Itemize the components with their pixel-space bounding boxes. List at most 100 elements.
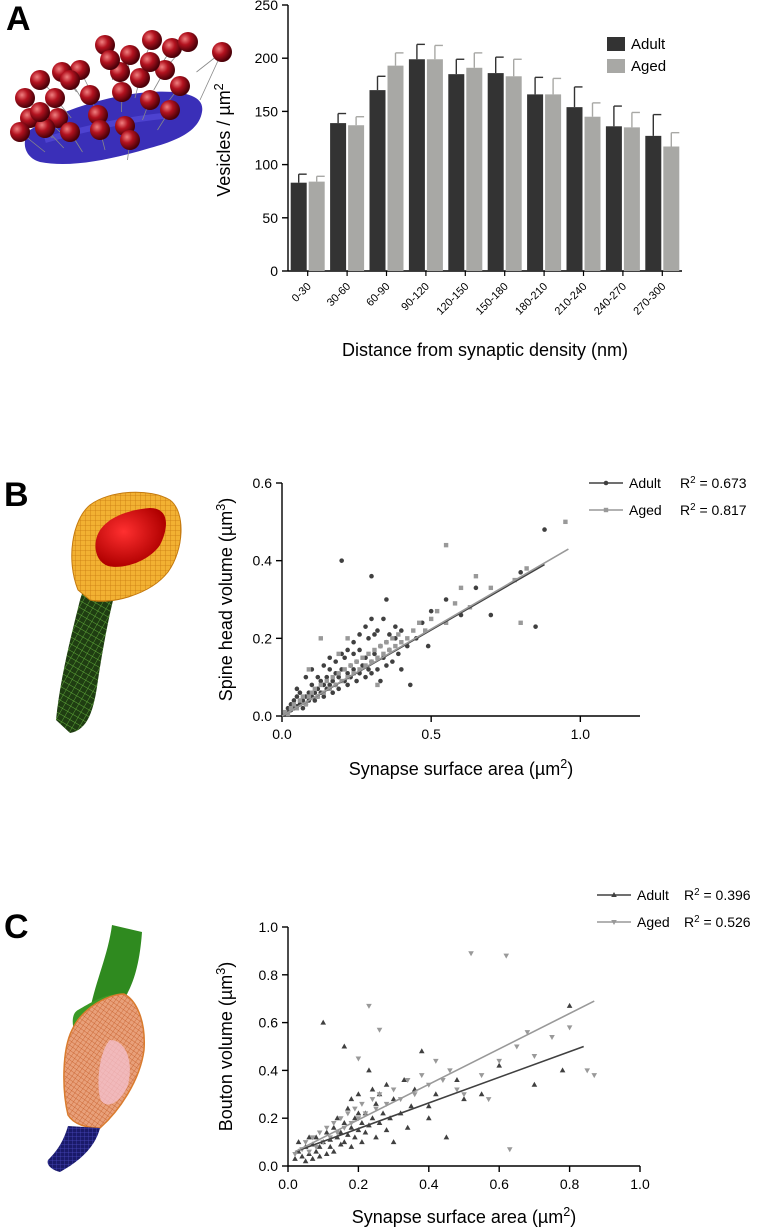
data-point-aged [342, 667, 347, 672]
data-point-adult [327, 682, 333, 688]
data-point-aged [309, 690, 315, 695]
data-point-adult [363, 624, 368, 629]
data-point-adult [318, 678, 324, 684]
data-point-adult [345, 670, 350, 676]
legend-r2-aged: R2 = 0.817 [680, 502, 747, 519]
data-point-aged [306, 1149, 312, 1155]
data-point-adult [336, 674, 341, 680]
y-axis-label: Vesicles / µm2 [212, 83, 234, 196]
data-point-adult [404, 1124, 411, 1130]
bar-adult [330, 123, 347, 271]
data-point-adult [443, 597, 449, 602]
data-point-adult [533, 624, 538, 629]
data-point-adult [294, 686, 300, 692]
data-point-adult [425, 643, 431, 649]
data-point-adult [334, 1115, 341, 1121]
data-point-aged [330, 674, 335, 680]
data-point-adult [306, 1134, 312, 1140]
data-point-adult [428, 608, 434, 614]
bar-aged [308, 181, 325, 271]
data-point-aged [306, 667, 312, 672]
y-tick-label: 0.6 [259, 1015, 279, 1031]
data-point-adult [396, 651, 401, 657]
y-axis-label: Spine head volume (µm3) [214, 498, 236, 701]
bar-aged [348, 125, 365, 272]
data-point-aged [488, 585, 494, 591]
data-point-adult [330, 1124, 337, 1130]
data-point-aged [369, 1097, 376, 1103]
data-point-adult [338, 1129, 344, 1135]
y-tick-label: 0.6 [253, 475, 273, 491]
data-point-aged [399, 640, 404, 645]
data-point-aged [390, 636, 395, 641]
data-point-adult [407, 682, 413, 688]
data-point-adult [291, 698, 297, 703]
data-point-aged [443, 620, 449, 625]
data-point-aged [473, 574, 479, 579]
data-point-adult [345, 647, 350, 653]
data-point-aged [591, 1073, 598, 1079]
data-point-adult [330, 1148, 337, 1154]
data-point-adult [390, 1096, 397, 1102]
legend-label-adult: Adult [631, 36, 666, 53]
data-point-aged [496, 1058, 502, 1064]
data-point-adult [330, 690, 336, 695]
data-point-adult [355, 1127, 362, 1133]
data-point-adult [333, 659, 339, 664]
data-point-adult [312, 698, 318, 703]
data-point-adult [316, 1153, 323, 1159]
data-point-aged [411, 1092, 418, 1098]
data-point-aged [458, 585, 464, 591]
y-tick-label: 0.0 [259, 1158, 279, 1174]
legend-marker [603, 480, 609, 486]
data-point-adult [383, 1127, 390, 1133]
data-point-adult [401, 1076, 407, 1082]
data-point-aged [423, 628, 428, 633]
data-point-aged [327, 1135, 334, 1141]
data-point-adult [321, 663, 327, 668]
data-point-aged [433, 1058, 439, 1064]
x-axis-label: Distance from synaptic density (nm) [342, 340, 628, 360]
data-point-aged [478, 1073, 485, 1079]
data-point-aged [378, 643, 383, 649]
x-tick-label: 0.5 [421, 726, 441, 742]
data-point-adult [339, 558, 344, 563]
data-point-adult [478, 1091, 485, 1097]
data-point-aged [292, 1152, 298, 1158]
data-point-aged [549, 1034, 555, 1040]
x-axis-label: Synapse surface area (µm2) [352, 1205, 576, 1227]
bar-aged [505, 76, 522, 272]
data-point-aged [434, 608, 440, 614]
data-point-adult [295, 1139, 302, 1145]
data-point-aged [369, 659, 374, 664]
data-point-adult [378, 678, 383, 684]
data-point-adult [384, 663, 389, 668]
data-point-adult [369, 1115, 376, 1121]
fit-line-adult [294, 1045, 584, 1153]
data-point-adult [303, 674, 309, 680]
data-point-adult [380, 1110, 386, 1116]
data-point-aged [390, 1087, 397, 1093]
data-point-adult [531, 1081, 538, 1087]
bar-adult [290, 182, 307, 271]
data-point-adult [426, 1115, 432, 1121]
data-point-adult [341, 1139, 348, 1145]
y-tick-label: 100 [255, 157, 279, 173]
data-point-adult [359, 1119, 365, 1125]
data-point-adult [323, 1129, 330, 1135]
data-point-adult [369, 1086, 376, 1092]
data-point-aged [313, 1144, 319, 1150]
data-point-aged [303, 702, 309, 707]
data-point-adult [373, 1100, 379, 1106]
bar-aged [387, 65, 404, 271]
data-point-adult [399, 628, 404, 633]
data-point-aged [372, 647, 377, 653]
data-point-adult [323, 1151, 330, 1157]
legend-r2-aged: R2 = 0.526 [684, 914, 751, 931]
data-point-aged [338, 1116, 344, 1122]
data-point-adult [348, 1143, 355, 1149]
data-point-adult [294, 694, 300, 699]
data-point-aged [345, 1111, 351, 1117]
